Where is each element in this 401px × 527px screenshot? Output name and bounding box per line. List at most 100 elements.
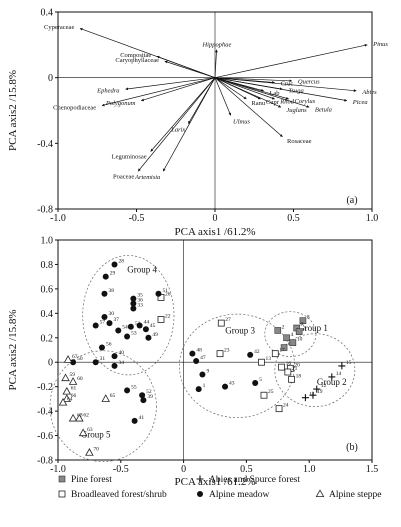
sample-id-label: 43 — [229, 381, 235, 387]
sample-point — [130, 300, 137, 307]
legend-label: Alpine meadow — [209, 490, 270, 500]
x-axis-label-b: PCA axis1 /61.2% — [175, 476, 256, 488]
legend-marker — [196, 475, 204, 483]
sample-point — [102, 273, 109, 280]
sample-point — [111, 353, 118, 360]
pca-biplot-panel-a: -1.0 -0.5 0 0.5 1.0 0.4 0 -0.4 -0.8 PCA axis1 /61… — [7, 8, 388, 239]
sample-id-label: 5 — [259, 377, 262, 383]
x-tick-label-a: -1.0 — [50, 213, 66, 224]
sample-id-label: 42 — [254, 349, 260, 355]
sample-point — [258, 358, 265, 366]
panel-label-a: (a) — [346, 195, 357, 206]
sample-point — [271, 350, 279, 358]
sample-point — [68, 413, 78, 422]
x-axis-label-a: PCA axis1 /61.2% — [175, 226, 256, 238]
vector-label: Quercus — [298, 79, 320, 86]
loading-vector — [214, 77, 293, 83]
sample-id-label: 35 — [137, 293, 143, 299]
sample-id-label: 49 — [152, 332, 158, 338]
sample-id-label: 57 — [100, 320, 106, 326]
sample-point — [309, 391, 317, 399]
legend-label: Alpine steppe — [329, 490, 382, 500]
sample-id-label: 44 — [144, 320, 150, 326]
sample-id-label: 52 — [135, 321, 141, 327]
sample-point — [127, 323, 134, 330]
sample-id-label: 16 — [286, 361, 292, 367]
sample-point — [280, 344, 288, 351]
sample-id-label: 3 — [303, 326, 306, 332]
sample-point — [70, 359, 77, 366]
sample-point — [278, 363, 285, 371]
sample-point — [63, 355, 73, 363]
y-tick-label-b: 0.6 — [41, 284, 54, 295]
sample-id-label: 29 — [110, 271, 116, 277]
x-tick-label-a: 0 — [213, 213, 218, 224]
sample-id-label: 67 — [72, 354, 78, 360]
x-tick-label-b: 1.5 — [366, 464, 379, 475]
sample-id-label: 22 — [165, 313, 171, 319]
sample-point — [260, 391, 268, 399]
vector-label: Lab — [269, 90, 279, 97]
sample-id-label: 34 — [119, 360, 125, 366]
sample-id-label: 61 — [71, 386, 77, 392]
pca-scatter-panel-b: -1.0 -0.5 0 0.5 1.0 1.5 1.0 0.8 0.6 0.4 0.2 0 -0.2 -0… — [7, 236, 382, 501]
sample-point — [111, 362, 118, 369]
y-tick-label-b: 1.0 — [41, 236, 54, 247]
sample-id-label: 8 — [307, 315, 310, 321]
vector-label: Ulmus — [233, 118, 250, 125]
sample-id-label: 30 — [108, 311, 114, 317]
sample-id-label: 18 — [296, 373, 302, 379]
loading-vector — [214, 77, 283, 138]
vector-label: Chenopodiaceae — [53, 105, 96, 112]
sample-point — [61, 373, 70, 382]
group-label: Group 1 — [298, 323, 328, 333]
sample-point — [328, 373, 336, 381]
y-tick-label-b: 0.2 — [41, 333, 54, 344]
sample-point — [338, 362, 346, 370]
vector-label: Ranu — [251, 100, 265, 107]
sample-point — [115, 327, 122, 334]
sample-id-label: 66 — [71, 393, 77, 399]
y-tick-label-a: 0 — [48, 73, 53, 84]
sample-point — [68, 377, 78, 385]
vector-label: Betula — [315, 107, 332, 114]
y-tick-label-b: -0.4 — [37, 407, 53, 418]
y-tick-label-b: -0.6 — [37, 431, 53, 442]
sample-point — [130, 295, 137, 302]
sample-point — [193, 358, 200, 364]
x-tick-label-b: -1.0 — [50, 464, 66, 475]
sample-id-label: 26 — [165, 291, 171, 297]
sample-point — [189, 350, 196, 357]
loading-vector — [150, 77, 216, 152]
vector-label: Artemisia — [134, 174, 160, 181]
sample-id-label: 37 — [113, 317, 119, 323]
vector-label: Larix — [170, 126, 185, 133]
vector-label: Hippophae — [201, 41, 231, 48]
sample-id-label: 48 — [196, 348, 202, 354]
sample-id-label: 33 — [137, 302, 143, 308]
y-tick-label-b: 0.4 — [41, 309, 54, 320]
y-tick-label-a: 0.4 — [41, 8, 54, 19]
sample-point — [78, 428, 88, 437]
sample-point — [111, 261, 118, 268]
sample-point — [62, 386, 72, 395]
sample-point — [301, 394, 309, 402]
sample-point — [289, 339, 297, 346]
sample-point — [98, 344, 105, 351]
sample-point — [199, 371, 206, 378]
legend-label: Broadleaved forest/shrub — [71, 489, 167, 500]
legend-marker — [315, 489, 325, 497]
vector-label: Rosaceae — [287, 138, 312, 145]
group-outline — [179, 313, 295, 419]
sample-id-label: 17 — [279, 348, 285, 354]
y-tick-label-a: -0.4 — [37, 139, 53, 150]
sample-point — [217, 319, 225, 327]
sample-id-label: 52 — [146, 389, 152, 395]
sample-id-label: 63 — [87, 427, 93, 433]
vector-label: Pinus — [372, 41, 388, 48]
sample-id-label: 20 — [294, 362, 300, 368]
sample-point — [131, 417, 138, 424]
group-label: Group 5 — [81, 429, 111, 439]
sample-point — [299, 317, 307, 324]
